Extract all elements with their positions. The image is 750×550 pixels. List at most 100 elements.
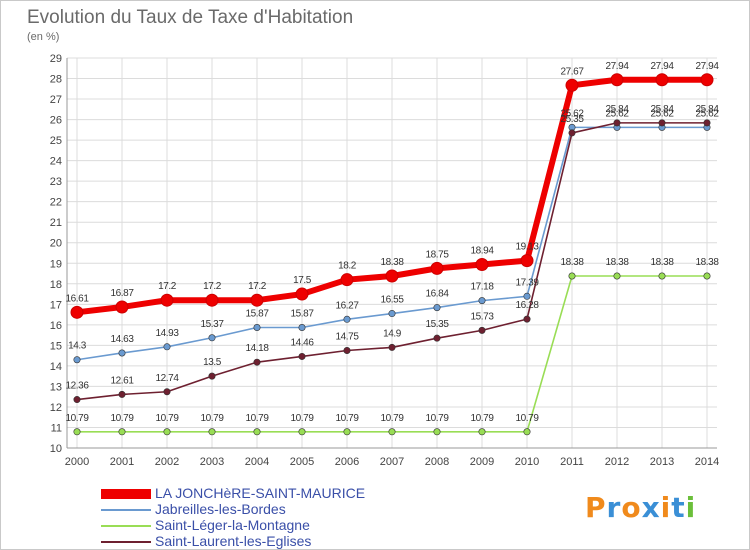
data-point <box>118 428 126 436</box>
data-label: 10.79 <box>245 413 269 424</box>
data-label: 10.79 <box>335 413 359 424</box>
legend-swatch <box>101 509 151 511</box>
data-label: 14.18 <box>245 343 269 354</box>
legend-label: Saint-Laurent-les-Eglises <box>155 533 312 549</box>
data-point <box>430 261 444 275</box>
data-point <box>385 269 399 283</box>
y-tick-label: 27 <box>50 94 62 106</box>
y-tick-label: 17 <box>50 299 62 311</box>
data-label: 16.55 <box>380 295 404 306</box>
data-label: 16.28 <box>515 300 539 311</box>
y-tick-label: 16 <box>50 320 62 332</box>
y-tick-label: 19 <box>50 258 62 270</box>
data-label: 18.94 <box>470 245 494 256</box>
data-label: 15.35 <box>425 319 449 330</box>
x-tick-label: 2002 <box>155 456 179 468</box>
data-point <box>610 73 624 87</box>
logo-letter: i <box>685 491 697 524</box>
data-point <box>433 334 441 342</box>
y-tick-label: 18 <box>50 279 62 291</box>
y-tick-label: 21 <box>50 217 62 229</box>
data-point <box>253 358 261 366</box>
x-tick-label: 2013 <box>650 456 674 468</box>
data-point <box>298 352 306 360</box>
x-tick-label: 2009 <box>470 456 494 468</box>
chart-title: Evolution du Taux de Taxe d'Habitation <box>27 7 354 28</box>
legend-swatch <box>101 525 151 527</box>
y-tick-label: 15 <box>50 340 62 352</box>
data-point <box>343 428 351 436</box>
x-tick-label: 2001 <box>110 456 134 468</box>
data-point <box>298 324 306 332</box>
data-label: 25.84 <box>650 104 674 115</box>
y-tick-label: 10 <box>50 443 62 455</box>
data-point <box>478 326 486 334</box>
data-label: 18.75 <box>425 249 449 260</box>
data-label: 17.39 <box>515 277 539 288</box>
y-tick-label: 26 <box>50 115 62 127</box>
data-point <box>118 390 126 398</box>
data-label: 10.79 <box>470 413 494 424</box>
data-label: 25.35 <box>560 114 584 125</box>
data-point <box>658 119 666 127</box>
data-point <box>478 297 486 305</box>
data-point <box>655 73 669 87</box>
x-tick-label: 2012 <box>605 456 629 468</box>
data-point <box>163 388 171 396</box>
unit-label: (en %) <box>27 31 60 43</box>
x-tick-label: 2000 <box>65 456 89 468</box>
logo-letter: i <box>660 491 672 524</box>
data-point <box>613 119 621 127</box>
data-point <box>208 372 216 380</box>
data-label: 18.38 <box>605 257 629 268</box>
data-label: 17.2 <box>203 281 222 292</box>
data-point <box>160 293 174 307</box>
data-label: 17.18 <box>470 282 494 293</box>
data-label: 17.5 <box>293 275 312 286</box>
data-point <box>523 315 531 323</box>
legend-label: Saint-Léger-la-Montagne <box>155 517 310 533</box>
x-tick-label: 2010 <box>515 456 539 468</box>
data-point <box>658 272 666 280</box>
data-point <box>703 119 711 127</box>
x-tick-label: 2003 <box>200 456 224 468</box>
logo-letter: P <box>585 491 607 524</box>
data-label: 10.79 <box>200 413 224 424</box>
logo-letter: t <box>671 491 686 524</box>
data-label: 25.62 <box>650 108 674 119</box>
data-point <box>388 428 396 436</box>
data-point <box>433 428 441 436</box>
data-point <box>523 428 531 436</box>
data-point <box>343 315 351 323</box>
data-label: 15.87 <box>245 309 269 320</box>
data-label: 10.79 <box>290 413 314 424</box>
data-label: 14.93 <box>155 328 179 339</box>
data-label: 18.2 <box>338 261 357 272</box>
data-label: 27.94 <box>605 61 629 72</box>
data-point <box>205 293 219 307</box>
data-label: 19.13 <box>515 242 539 253</box>
y-tick-label: 24 <box>50 156 62 168</box>
data-label: 15.87 <box>290 309 314 320</box>
logo-letter: r <box>606 491 622 524</box>
y-tick-label: 20 <box>50 238 62 250</box>
x-tick-label: 2008 <box>425 456 449 468</box>
data-point <box>298 428 306 436</box>
x-tick-label: 2006 <box>335 456 359 468</box>
data-label: 16.27 <box>335 300 359 311</box>
x-tick-label: 2011 <box>560 456 584 468</box>
data-point <box>343 346 351 354</box>
data-point <box>208 428 216 436</box>
data-point <box>340 273 354 287</box>
data-label: 25.62 <box>695 108 719 119</box>
data-label: 25.62 <box>605 108 629 119</box>
data-label: 10.79 <box>155 413 179 424</box>
data-label: 18.38 <box>560 257 584 268</box>
data-point <box>520 254 534 268</box>
data-point <box>478 428 486 436</box>
data-label: 13.5 <box>203 357 222 368</box>
data-label: 18.38 <box>695 257 719 268</box>
data-point <box>613 272 621 280</box>
data-label: 15.37 <box>200 319 224 330</box>
data-label: 12.61 <box>110 375 134 386</box>
